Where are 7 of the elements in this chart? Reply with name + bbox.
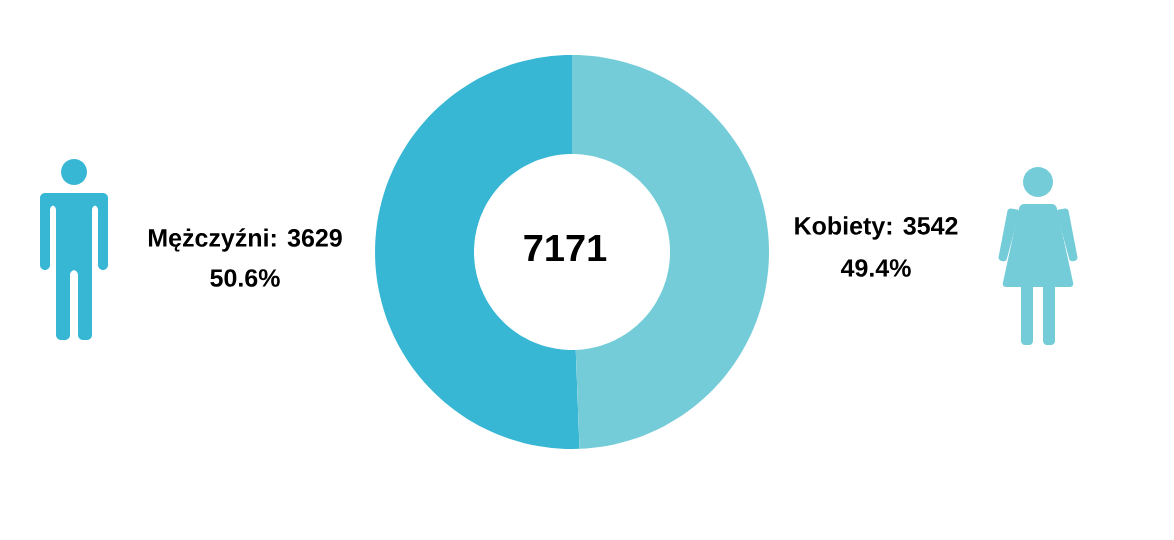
slice-label: Kobiety — [795, 216, 886, 240]
data-label: : 3629 — [271, 229, 342, 247]
text: 49.4% — [840, 259, 911, 277]
data-label: : 3542 — [887, 216, 958, 235]
text: 7171 — [524, 234, 607, 262]
text: 50.6% — [210, 269, 280, 287]
slice-label: Mężczyźni — [148, 228, 268, 252]
